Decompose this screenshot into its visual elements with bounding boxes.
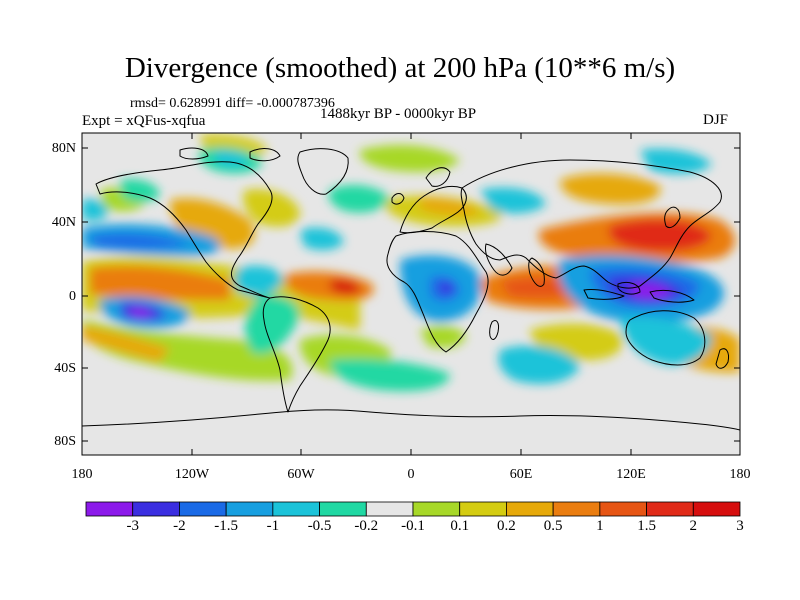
colorbar-swatch [692, 501, 741, 517]
colorbar-label: -0.5 [307, 518, 332, 534]
experiment-label: Expt = xQFus-xqfua [82, 113, 206, 129]
colorbar-swatch [179, 501, 227, 517]
period-text: 1488kyr BP - 0000kyr BP [320, 106, 477, 122]
colorbar-label: 2 [689, 518, 698, 534]
colorbar-label: -3 [126, 518, 139, 534]
lon-label-120e: 120E [616, 467, 646, 482]
colorbar-label: -1.5 [214, 518, 239, 534]
colorbar-swatch [225, 501, 274, 517]
lat-label-0: 0 [69, 289, 76, 304]
colorbar-swatch [412, 501, 461, 517]
colorbar-swatch [506, 501, 554, 517]
colorbar-label: 0.2 [497, 518, 516, 534]
lat-label-80s: 80S [54, 434, 76, 449]
colorbar-swatch [132, 501, 180, 517]
colorbar-swatch [319, 501, 367, 517]
lon-label-0: 0 [407, 467, 415, 482]
colorbar [85, 501, 741, 517]
colorbar-label: 3 [736, 518, 744, 534]
lon-label-60e: 60E [509, 467, 533, 482]
colorbar-swatch [365, 501, 414, 517]
lat-ticks [82, 147, 740, 442]
lon-label-120w: 120W [174, 467, 210, 482]
lon-label-60w: 60W [287, 467, 315, 482]
season-label: DJF [703, 112, 729, 128]
lat-label-80n: 80N [51, 141, 76, 156]
colorbar-label: 1.5 [637, 518, 656, 534]
lon-label-180w: 180 [71, 467, 93, 482]
colorbar-label: -2 [173, 518, 186, 534]
colorbar-swatch [552, 501, 601, 517]
colorbar-label: 0.5 [543, 518, 563, 534]
colorbar-label: -1 [266, 518, 280, 534]
lon-ticks [81, 133, 632, 455]
colorbar-label: -0.2 [354, 518, 379, 534]
lat-label-40n: 40N [51, 215, 76, 230]
colorbar-swatch [85, 501, 134, 517]
colorbar-label: 1 [596, 518, 604, 534]
colorbar-label: 0.1 [450, 518, 470, 534]
colorbar-swatch [272, 501, 320, 517]
colorbar-label: -0.1 [401, 518, 425, 534]
lat-label-40s: 40S [54, 361, 76, 376]
colorbar-swatch [599, 501, 647, 517]
colorbar-swatch [459, 501, 507, 517]
lon-label-180e: 180 [729, 467, 751, 482]
map-title: Divergence (smoothed) at 200 hPa (10**6 … [124, 52, 676, 84]
coastlines [82, 147, 740, 431]
colorbar-swatch [646, 501, 694, 517]
stats-text: rmsd= 0.628991 diff= -0.000787396 [130, 96, 335, 111]
